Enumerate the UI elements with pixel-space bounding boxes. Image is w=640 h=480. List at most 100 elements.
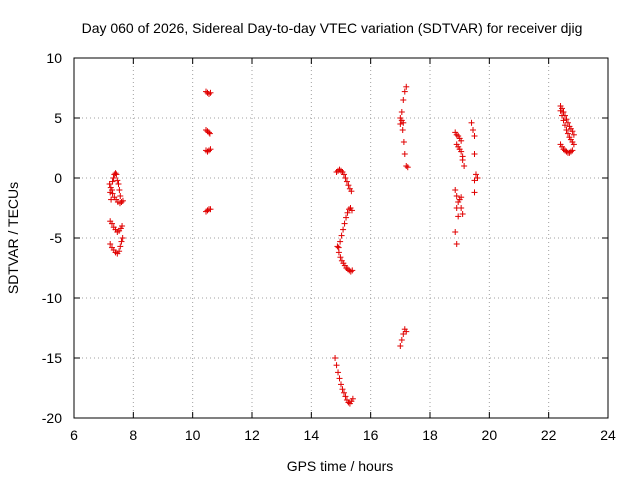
data-point: [344, 209, 351, 216]
data-point: [207, 89, 214, 96]
data-point: [397, 121, 404, 127]
data-point: [452, 229, 459, 235]
data-point: [113, 171, 120, 178]
data-point: [347, 268, 354, 275]
data-point: [345, 182, 352, 189]
data-point: [342, 393, 349, 400]
data-point: [458, 194, 465, 201]
x-tick-label: 6: [70, 427, 78, 443]
data-point: [109, 178, 116, 185]
data-point: [342, 175, 349, 181]
data-point: [118, 238, 125, 245]
data-point: [119, 235, 126, 241]
x-tick-label: 18: [422, 427, 438, 443]
data-point: [341, 220, 348, 227]
data-point: [399, 127, 406, 133]
data-point: [458, 148, 465, 155]
data-point: [207, 146, 214, 153]
data-point: [206, 130, 213, 137]
y-tick-label: -10: [42, 290, 62, 306]
data-point: [337, 238, 344, 245]
data-point: [118, 199, 125, 205]
data-point: [468, 119, 475, 126]
data-point: [332, 355, 339, 361]
data-point: [471, 189, 478, 196]
data-point: [459, 211, 466, 217]
data-point: [343, 178, 350, 185]
y-tick-label: 0: [54, 170, 62, 186]
x-axis-label: GPS time / hours: [287, 458, 394, 474]
data-point: [204, 207, 211, 214]
data-point: [107, 241, 114, 247]
data-point: [333, 362, 340, 369]
data-point: [560, 109, 567, 115]
axis-ticks: 6 8 10 12 14 16 18 20 22 24 -20 -15 -10 -5 0 5 10: [42, 50, 616, 443]
y-axis-label: SDTVAR / TECUs: [5, 182, 21, 294]
x-tick-label: 24: [600, 427, 616, 443]
data-point: [108, 196, 115, 203]
y-tick-label: -5: [50, 230, 63, 246]
data-point: [452, 187, 459, 193]
x-tick-label: 16: [363, 427, 379, 443]
data-point: [453, 241, 460, 247]
data-point: [570, 141, 577, 148]
data-point: [453, 193, 460, 199]
data-point: [459, 157, 466, 163]
data-point: [119, 197, 126, 204]
data-point: [338, 167, 344, 174]
data-point: [570, 131, 577, 138]
data-point: [348, 207, 355, 214]
data-point: [343, 214, 350, 221]
data-point: [340, 226, 347, 233]
data-point: [563, 127, 570, 133]
data-point: [112, 170, 119, 177]
data-point: [569, 128, 576, 135]
data-point: [564, 130, 571, 137]
data-point: [207, 206, 214, 213]
x-tick-label: 8: [129, 427, 137, 443]
data-point: [338, 381, 344, 388]
data-point: [119, 223, 126, 229]
grid: [74, 58, 608, 418]
data-point: [205, 129, 212, 136]
data-point: [205, 91, 212, 97]
x-tick-label: 10: [185, 427, 201, 443]
data-point: [569, 147, 576, 154]
data-point: [116, 187, 123, 193]
data-point: [472, 171, 479, 178]
data-points: [106, 83, 577, 407]
data-point: [561, 122, 568, 129]
data-point: [400, 97, 407, 103]
data-point: [455, 213, 462, 220]
data-point: [117, 193, 124, 199]
data-point: [334, 243, 341, 250]
y-tick-label: -20: [42, 410, 62, 426]
data-point: [340, 389, 347, 396]
data-point: [403, 328, 410, 335]
x-tick-label: 22: [541, 427, 557, 443]
data-point: [108, 220, 115, 227]
data-point: [345, 399, 352, 406]
data-point: [471, 151, 478, 157]
data-point: [404, 164, 411, 171]
data-point: [458, 205, 465, 211]
data-point: [471, 177, 478, 184]
data-point: [114, 177, 121, 184]
data-point: [109, 190, 116, 197]
data-point: [115, 181, 122, 187]
data-point: [401, 88, 408, 95]
data-point: [403, 83, 410, 90]
data-point: [458, 137, 465, 144]
data-point: [346, 206, 353, 213]
data-point: [400, 119, 407, 126]
data-point: [398, 337, 405, 343]
data-point: [401, 151, 408, 157]
data-point: [453, 131, 460, 138]
y-tick-label: 10: [46, 50, 62, 66]
data-point: [335, 369, 342, 376]
data-point: [340, 171, 347, 178]
data-point: [461, 163, 468, 169]
data-point: [349, 267, 356, 274]
data-point: [335, 249, 342, 256]
